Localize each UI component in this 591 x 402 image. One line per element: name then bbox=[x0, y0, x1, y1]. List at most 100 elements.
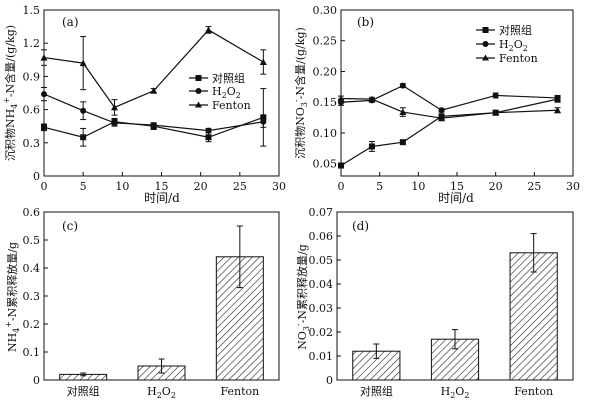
legend-item: Fenton bbox=[189, 99, 251, 112]
panel-b: (b) 时间/d 沉积物NO3--N含量/(g/kg) 对照组 H2O2 Fen… bbox=[292, 4, 580, 205]
data-point bbox=[80, 134, 87, 141]
data-point bbox=[399, 82, 406, 89]
data-point bbox=[368, 143, 375, 150]
series-triangle bbox=[337, 95, 562, 122]
data-point bbox=[205, 127, 212, 134]
y-tick-label: 0.10 bbox=[313, 127, 338, 140]
data-point bbox=[41, 91, 47, 98]
y-tick-label: 0.30 bbox=[313, 4, 338, 17]
y-tick-label: 0.01 bbox=[309, 350, 334, 363]
data-point bbox=[338, 162, 344, 169]
x-tick-label: 0 bbox=[338, 180, 345, 193]
y-tick-label: 0.25 bbox=[313, 35, 338, 48]
x-tick-label: 0 bbox=[41, 180, 48, 193]
x-tick-label: 15 bbox=[450, 180, 464, 193]
panel-label: (d) bbox=[352, 219, 369, 233]
data-point bbox=[368, 95, 376, 103]
data-point bbox=[111, 103, 118, 111]
series-line bbox=[340, 97, 558, 119]
y-tick-label: 0 bbox=[33, 170, 40, 183]
x-tick-label: 30 bbox=[566, 180, 580, 193]
category-label: H2O2 bbox=[441, 385, 470, 400]
bar bbox=[215, 256, 264, 381]
legend-label: H2O2 bbox=[212, 85, 241, 100]
data-point bbox=[205, 134, 212, 141]
y-tick-label: 0.6 bbox=[23, 104, 41, 117]
data-point bbox=[79, 59, 87, 67]
y-tick-label: 0.06 bbox=[309, 230, 334, 243]
panel-c: (c) NH4+-N累积释放量/g 0 0.1 0.2 0.3 0.4 0.5 0.6 对照组… bbox=[4, 206, 280, 400]
y-tick-label: 0 bbox=[33, 374, 40, 387]
series-line bbox=[340, 84, 558, 111]
data-point bbox=[80, 107, 87, 114]
y-tick-label: 0.4 bbox=[23, 262, 41, 275]
x-tick-label: 30 bbox=[272, 180, 286, 193]
legend-item: 对照组 bbox=[476, 23, 532, 37]
legend-item: 对照组 bbox=[189, 71, 245, 85]
y-tick-label: 0.15 bbox=[313, 96, 338, 109]
x-tick-label: 25 bbox=[527, 180, 541, 193]
data-point bbox=[111, 119, 118, 126]
category-label: Fenton bbox=[220, 385, 259, 398]
data-point bbox=[399, 108, 407, 116]
data-point bbox=[438, 107, 445, 114]
legend-item: Fenton bbox=[476, 52, 538, 65]
x-tick-label: 25 bbox=[233, 180, 247, 193]
y-tick-label: 0.02 bbox=[309, 326, 334, 339]
x-tick-label: 10 bbox=[411, 180, 425, 193]
data-point bbox=[41, 124, 47, 131]
legend: 对照组 H2O2 Fenton bbox=[189, 71, 251, 112]
panel-a: (a) 时间/d 沉积物NH4+-N含量/(g/kg) 对照组 H2O2 Fen… bbox=[2, 4, 286, 205]
y-tick-label: 0.3 bbox=[23, 137, 41, 150]
series-circle bbox=[41, 86, 267, 134]
data-point bbox=[260, 118, 267, 125]
y-tick-label: 0.07 bbox=[309, 206, 334, 219]
x-tick-label: 20 bbox=[194, 180, 208, 193]
legend-label: 对照组 bbox=[212, 71, 245, 85]
y-tick-label: 1.2 bbox=[23, 37, 41, 50]
legend-label: 对照组 bbox=[499, 23, 532, 37]
x-tick-label: 10 bbox=[115, 180, 129, 193]
y-tick-label: 0.20 bbox=[313, 65, 338, 78]
plot-frame bbox=[43, 9, 280, 177]
y-tick-label: 0.03 bbox=[309, 302, 334, 315]
series-triangle bbox=[40, 26, 267, 116]
y-tick-label: 0.3 bbox=[23, 290, 41, 303]
plot-frame bbox=[340, 9, 574, 177]
data-point bbox=[205, 26, 212, 33]
data-point bbox=[337, 95, 345, 102]
data-point bbox=[40, 54, 48, 61]
y-axis-label: 沉积物NO3--N含量/(g/kg) bbox=[292, 27, 309, 159]
category-label: 对照组 bbox=[67, 384, 100, 398]
data-point bbox=[492, 109, 500, 116]
data-point bbox=[399, 139, 406, 146]
y-tick-label: 0.05 bbox=[309, 254, 334, 267]
y-tick-label: 0.9 bbox=[23, 70, 41, 83]
series-line bbox=[43, 29, 264, 109]
data-point bbox=[259, 58, 267, 66]
data-point bbox=[150, 122, 157, 129]
y-tick-label: 0.05 bbox=[313, 158, 338, 171]
y-tick-label: 0.6 bbox=[23, 206, 41, 219]
category-label: 对照组 bbox=[360, 384, 393, 398]
legend-label: Fenton bbox=[499, 52, 538, 65]
legend-item: H2O2 bbox=[476, 38, 528, 53]
panel-d: (d) NO3--N累积释放量/g 0 0.01 0.02 0.03 0.04 0.05 0… bbox=[294, 206, 574, 400]
x-axis-label: 时间/d bbox=[438, 191, 474, 205]
legend: 对照组 H2O2 Fenton bbox=[476, 23, 538, 65]
data-point bbox=[492, 92, 499, 99]
category-label: Fenton bbox=[514, 385, 553, 398]
y-tick-label: 0 bbox=[326, 374, 333, 387]
x-tick-label: 5 bbox=[80, 180, 87, 193]
series-square bbox=[338, 95, 561, 169]
data-point bbox=[150, 87, 158, 94]
x-tick-label: 20 bbox=[489, 180, 503, 193]
x-tick-label: 15 bbox=[155, 180, 169, 193]
y-tick-label: 0.1 bbox=[23, 346, 41, 359]
y-tick-label: 0.2 bbox=[23, 318, 41, 331]
x-tick-label: 5 bbox=[376, 180, 383, 193]
category-label: H2O2 bbox=[147, 385, 176, 400]
y-axis-label: 沉积物NH4+-N含量/(g/kg) bbox=[2, 25, 19, 161]
y-tick-label: 0.5 bbox=[23, 234, 41, 247]
